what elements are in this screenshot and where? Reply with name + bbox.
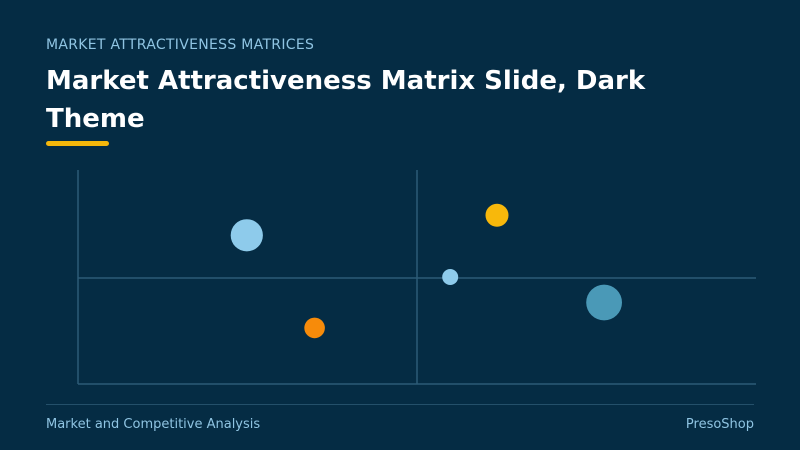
eyebrow-label: MARKET ATTRACTIVENESS MATRICES xyxy=(46,37,315,53)
footer-rule xyxy=(46,404,754,405)
footer-brand: PresoShop xyxy=(685,417,754,432)
title-underline xyxy=(46,141,109,146)
bubble-5 xyxy=(586,284,622,321)
footer-left-text: Market and Competitive Analysis xyxy=(46,417,261,432)
bubble-2 xyxy=(304,317,325,339)
bubble-4 xyxy=(442,269,459,285)
bubble-1 xyxy=(230,219,263,252)
bubble-3 xyxy=(485,203,509,227)
slide-title: Market Attractiveness Matrix Slide, Dark… xyxy=(46,66,646,134)
bubble-layer xyxy=(230,203,622,339)
matrix-grid xyxy=(77,170,756,385)
